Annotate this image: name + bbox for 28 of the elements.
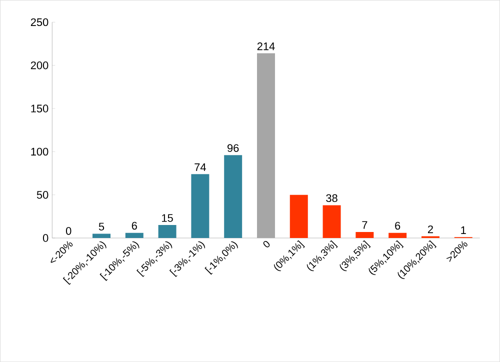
data-label: 2: [428, 225, 433, 234]
data-label: 38: [326, 194, 338, 202]
data-label: 6: [132, 222, 137, 230]
bar: [322, 205, 341, 238]
y-tick-label: 200: [30, 61, 48, 70]
x-tick-label: 0: [263, 240, 270, 248]
data-label: 214: [257, 42, 275, 50]
bar: [290, 194, 308, 238]
y-tick-label: 100: [31, 148, 48, 156]
data-label: 15: [162, 214, 173, 222]
data-label: 7: [362, 221, 368, 229]
bar: [224, 155, 242, 238]
bar: [125, 232, 144, 238]
y-tick-label: 250: [30, 18, 48, 26]
data-label: 96: [228, 144, 239, 152]
bar: [92, 234, 110, 238]
data-label: 6: [395, 222, 400, 230]
y-tick-label: 50: [36, 190, 48, 199]
bar: [388, 232, 407, 238]
data-label: 1: [461, 226, 466, 234]
data-label: 5: [98, 222, 104, 230]
bar: [356, 232, 374, 238]
bar: [158, 225, 176, 238]
y-tick-label: 0: [42, 234, 48, 242]
bar: [191, 174, 210, 238]
data-label: 74: [194, 163, 206, 171]
data-label: 0: [66, 227, 72, 235]
y-tick-label: 150: [31, 104, 48, 112]
